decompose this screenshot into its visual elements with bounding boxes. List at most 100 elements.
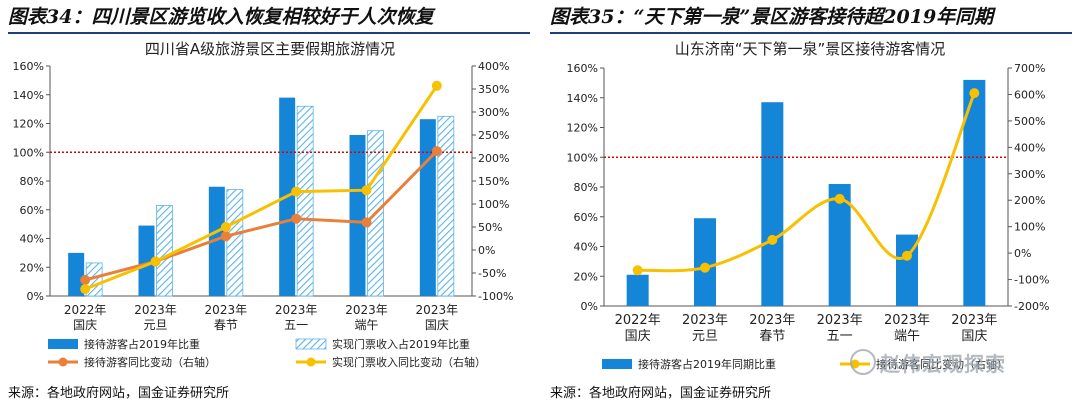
bar-visitors xyxy=(68,252,85,296)
bar-visitors xyxy=(138,225,155,296)
right-tick-label: 200% xyxy=(478,152,509,165)
x-tick-label: 国庆 xyxy=(961,329,987,344)
legend-label: 接待游客占2019年比重 xyxy=(84,337,200,351)
bar-visitors xyxy=(208,186,225,296)
right-tick-label: -100% xyxy=(1014,274,1049,287)
bar-revenue xyxy=(437,115,455,297)
chart-title: 四川省A级旅游景区主要假期旅游情况 xyxy=(145,40,395,58)
left-tick-label: 120% xyxy=(567,122,598,135)
series-marker-1 xyxy=(361,185,372,196)
right-figure-title: 图表35：“天下第一泉”景区游客接待超2019年同期 xyxy=(550,6,994,28)
series-marker-0 xyxy=(632,265,643,276)
right-tick-label: 0% xyxy=(478,244,495,257)
x-tick-label: 2023年 xyxy=(134,303,177,317)
x-tick-label: 元旦 xyxy=(692,329,718,344)
left-tick-label: 0% xyxy=(581,300,598,313)
jinan-chart: 山东济南“天下第一泉”景区接待游客情况 0% 20% 40% 60% 80% 100% 120… xyxy=(567,40,1050,371)
right-tick-label: 300% xyxy=(478,106,509,119)
series-line-0 xyxy=(84,150,438,282)
legend-label: 接待游客同比变动（右轴） xyxy=(84,355,216,369)
left-tick-label: 80% xyxy=(20,175,44,188)
x-tick-label: 2023年 xyxy=(951,313,997,328)
x-tick-label: 2023年 xyxy=(275,303,318,317)
bar-revenue xyxy=(156,205,173,297)
legend-marker xyxy=(306,357,316,367)
series-marker-0 xyxy=(431,146,442,157)
legend-label: 实现门票收入同比变动（右轴） xyxy=(332,355,486,369)
x-tick-label: 2023年 xyxy=(749,313,795,328)
series-marker-1 xyxy=(220,222,231,232)
left-tick-label: 160% xyxy=(13,60,44,73)
series-marker-1 xyxy=(80,284,91,295)
right-tick-label: 300% xyxy=(1014,168,1045,181)
x-tick-label: 国庆 xyxy=(73,318,97,332)
left-tick-label: 100% xyxy=(13,146,44,159)
right-tick-label: 500% xyxy=(1014,115,1045,128)
right-tick-label: 600% xyxy=(1014,88,1045,101)
x-tick-label: 2023年 xyxy=(884,313,930,328)
x-tick-label: 2023年 xyxy=(345,303,388,317)
right-tick-label: 150% xyxy=(478,175,509,188)
right-tick-label: 100% xyxy=(478,198,509,211)
left-figure-title: 图表34：四川景区游览收入恢复相较好于人次恢复 xyxy=(8,6,434,28)
bar-visitors xyxy=(419,119,436,296)
x-tick-label: 五一 xyxy=(284,318,308,332)
wechat-icon xyxy=(850,349,876,375)
legend-label: 接待游客同比变动（右轴） xyxy=(876,357,1008,371)
x-tick-label: 端午 xyxy=(894,329,920,344)
series-marker-1 xyxy=(291,186,302,197)
series-marker-0 xyxy=(80,274,91,285)
left-tick-label: 40% xyxy=(20,233,44,246)
watermark: 赵伟宏观探索 xyxy=(850,348,1006,377)
series-marker-0 xyxy=(291,213,302,224)
series-marker-0 xyxy=(220,231,231,242)
x-tick-label: 春节 xyxy=(759,329,785,344)
left-tick-label: 140% xyxy=(13,89,44,102)
series-marker-0 xyxy=(767,234,778,245)
x-tick-label: 五一 xyxy=(827,329,853,344)
left-tick-label: 80% xyxy=(574,181,598,194)
left-tick-label: 160% xyxy=(567,62,598,75)
legend-swatch xyxy=(48,339,78,349)
left-title-rule xyxy=(8,32,530,34)
x-tick-label: 2023年 xyxy=(682,313,728,328)
series-marker-0 xyxy=(361,217,372,228)
series-line-0 xyxy=(637,92,976,273)
right-title-rule xyxy=(550,32,1072,34)
series-marker-0 xyxy=(902,250,912,261)
left-tick-label: 60% xyxy=(574,211,598,224)
bar-visitors xyxy=(694,218,716,306)
left-tick-label: 40% xyxy=(574,241,598,254)
right-tick-label: 700% xyxy=(1014,62,1045,75)
x-tick-label: 2022年 xyxy=(615,313,661,328)
right-tick-label: 100% xyxy=(1014,221,1045,234)
left-tick-label: 20% xyxy=(20,261,44,274)
bar-visitors xyxy=(828,184,851,306)
right-tick-label: 250% xyxy=(478,129,509,142)
x-tick-label: 元旦 xyxy=(143,318,167,332)
x-tick-label: 端午 xyxy=(354,318,378,332)
right-tick-label: 0% xyxy=(1014,247,1031,260)
left-tick-label: 0% xyxy=(27,290,44,303)
x-tick-label: 2022年 xyxy=(64,303,107,317)
right-tick-label: 400% xyxy=(478,60,509,73)
series-marker-1 xyxy=(431,80,442,91)
right-tick-label: -200% xyxy=(1014,300,1049,313)
legend-label: 实现门票收入占2019年比重 xyxy=(332,337,470,351)
left-tick-label: 140% xyxy=(567,92,598,105)
legend-marker xyxy=(58,357,68,367)
legend-swatch xyxy=(602,359,632,369)
right-tick-label: 200% xyxy=(1014,194,1045,207)
x-tick-label: 春节 xyxy=(214,318,238,332)
bar-visitors xyxy=(626,274,649,306)
bar-revenue xyxy=(296,105,314,297)
right-tick-label: -100% xyxy=(478,290,513,303)
bar-revenue xyxy=(226,189,244,297)
right-source: 来源：各地政府网站，国金证券研究所 xyxy=(550,386,772,401)
series-line-1 xyxy=(84,84,439,291)
left-tick-label: 20% xyxy=(574,270,598,283)
legend-label: 接待游客占2019年同期比重 xyxy=(638,357,776,371)
series-marker-0 xyxy=(700,262,710,273)
bar-visitors xyxy=(963,79,986,307)
